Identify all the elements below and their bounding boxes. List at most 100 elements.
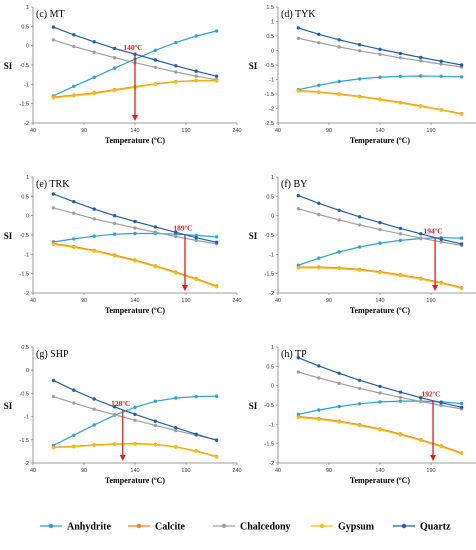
data-point-gypsum: [194, 277, 198, 282]
annotation-label: 189ºC: [173, 224, 192, 233]
y-tick-label: 0: [26, 214, 29, 220]
x-axis-label: Temperature (ºC): [350, 136, 411, 145]
x-tick-label: 190: [181, 298, 190, 304]
data-point-quartz: [72, 388, 76, 392]
x-tick-label: 90: [326, 468, 332, 474]
y-tick-label: -1: [24, 415, 29, 421]
data-point-anhydrite: [337, 404, 341, 409]
data-point-gypsum: [72, 245, 76, 250]
data-point-chalcedony: [72, 401, 76, 405]
data-point-anhydrite: [92, 75, 96, 80]
series-line-quartz: [298, 27, 462, 66]
x-tick-label: 240: [232, 468, 241, 474]
data-point-gypsum: [459, 286, 464, 291]
data-point-anhydrite: [317, 256, 321, 260]
data-point-quartz: [174, 64, 178, 68]
x-axis-label: Temperature (ºC): [105, 476, 166, 485]
data-point-gypsum: [133, 442, 137, 446]
data-point-gypsum: [296, 415, 301, 420]
y-tick-label: 0.5: [21, 194, 29, 200]
y-axis-label: SI: [4, 61, 13, 71]
y-tick-label: 0: [271, 49, 274, 55]
data-point-quartz: [459, 405, 464, 409]
annotation-arrow-head: [119, 455, 126, 461]
x-tick-label: 140: [130, 468, 139, 474]
legend-item-chalcedony: Chalcedony: [213, 522, 291, 533]
data-point-chalcedony: [378, 227, 382, 232]
data-point-quartz: [153, 419, 158, 423]
data-point-quartz: [174, 426, 178, 430]
data-point-quartz: [214, 438, 219, 442]
panel-label: (e) TRK: [36, 179, 70, 190]
data-point-chalcedony: [317, 212, 321, 217]
data-point-chalcedony: [378, 52, 382, 56]
data-point-chalcedony: [439, 403, 443, 408]
data-point-gypsum: [337, 92, 341, 97]
chart-panel-1: 1 0.5 0 -0.5 -1 -1.5 -240 90 140 190 240 SI Temperat…: [4, 5, 242, 145]
data-point-quartz: [112, 46, 117, 51]
data-point-chalcedony: [398, 232, 403, 236]
data-point-gypsum: [459, 452, 464, 456]
series-line-calcite: [298, 416, 462, 454]
legend-item-anhydrite: Anhydrite: [40, 522, 111, 533]
data-point-anhydrite: [72, 84, 76, 89]
data-point-quartz: [194, 432, 198, 436]
chart-panel-2: 1.510.50-0.5-1-1.5-2-2.54090140190240SIT…: [249, 5, 476, 145]
x-tick-label: 140: [375, 128, 384, 134]
y-tick-label: -1: [269, 422, 274, 428]
data-point-chalcedony: [439, 62, 443, 66]
chart-legend: Anhydrite Calcite Chalcedony Gypsum Quartz: [40, 522, 451, 533]
y-tick-label: 0.5: [21, 24, 29, 30]
data-point-chalcedony: [357, 223, 362, 227]
data-point-quartz: [398, 51, 403, 56]
data-point-anhydrite: [337, 250, 341, 254]
annotation-label: 128ºC: [111, 399, 130, 408]
legend-swatch-marker: [319, 523, 325, 529]
data-point-chalcedony: [194, 74, 198, 78]
data-point-gypsum: [92, 249, 96, 253]
data-point-quartz: [357, 43, 362, 47]
data-point-quartz: [214, 74, 219, 78]
data-point-gypsum: [296, 266, 301, 270]
data-point-chalcedony: [419, 59, 423, 63]
data-point-chalcedony: [153, 230, 158, 234]
x-tick-label: 90: [326, 128, 332, 134]
data-point-gypsum: [439, 108, 443, 112]
x-tick-label: 90: [81, 468, 87, 474]
data-point-quartz: [296, 26, 301, 30]
data-point-gypsum: [174, 271, 178, 275]
data-point-gypsum: [419, 277, 423, 281]
y-tick-label: 0.5: [266, 364, 274, 370]
y-tick-label: 1: [271, 175, 274, 181]
y-axis-label: SI: [249, 401, 258, 411]
data-point-quartz: [72, 33, 76, 37]
data-point-quartz: [153, 225, 158, 229]
data-point-chalcedony: [153, 65, 158, 70]
y-tick-label: 0: [26, 368, 29, 374]
y-tick-label: 0.5: [21, 345, 29, 351]
data-point-gypsum: [439, 281, 443, 285]
y-tick-label: -1: [24, 252, 29, 258]
x-tick-label: 240: [232, 128, 241, 134]
series-line-calcite: [53, 242, 217, 287]
x-tick-label: 90: [81, 298, 87, 304]
data-point-gypsum: [153, 82, 158, 87]
x-axis-label: Temperature (ºC): [105, 136, 166, 145]
data-point-gypsum: [92, 443, 96, 448]
data-point-quartz: [51, 378, 56, 383]
y-tick-label: -1.5: [20, 102, 29, 108]
chart-panel-4: 10.50-0.5-1-1.5-24090140190240SITemperat…: [249, 175, 476, 315]
data-point-gypsum: [92, 91, 96, 96]
data-point-quartz: [337, 38, 341, 42]
series-line-gypsum: [53, 243, 217, 288]
y-tick-label: -0.5: [265, 403, 274, 409]
data-point-chalcedony: [174, 70, 178, 74]
data-point-gypsum: [51, 96, 56, 100]
x-tick-label: 190: [426, 298, 435, 304]
chart-panel-6: 10.50-0.5-1-1.5-24090140190240SITemperat…: [249, 345, 476, 485]
x-tick-label: 40: [30, 128, 36, 134]
y-tick-label: -2: [24, 121, 29, 127]
data-point-gypsum: [419, 438, 423, 443]
legend-item-gypsum: Gypsum: [311, 522, 375, 533]
